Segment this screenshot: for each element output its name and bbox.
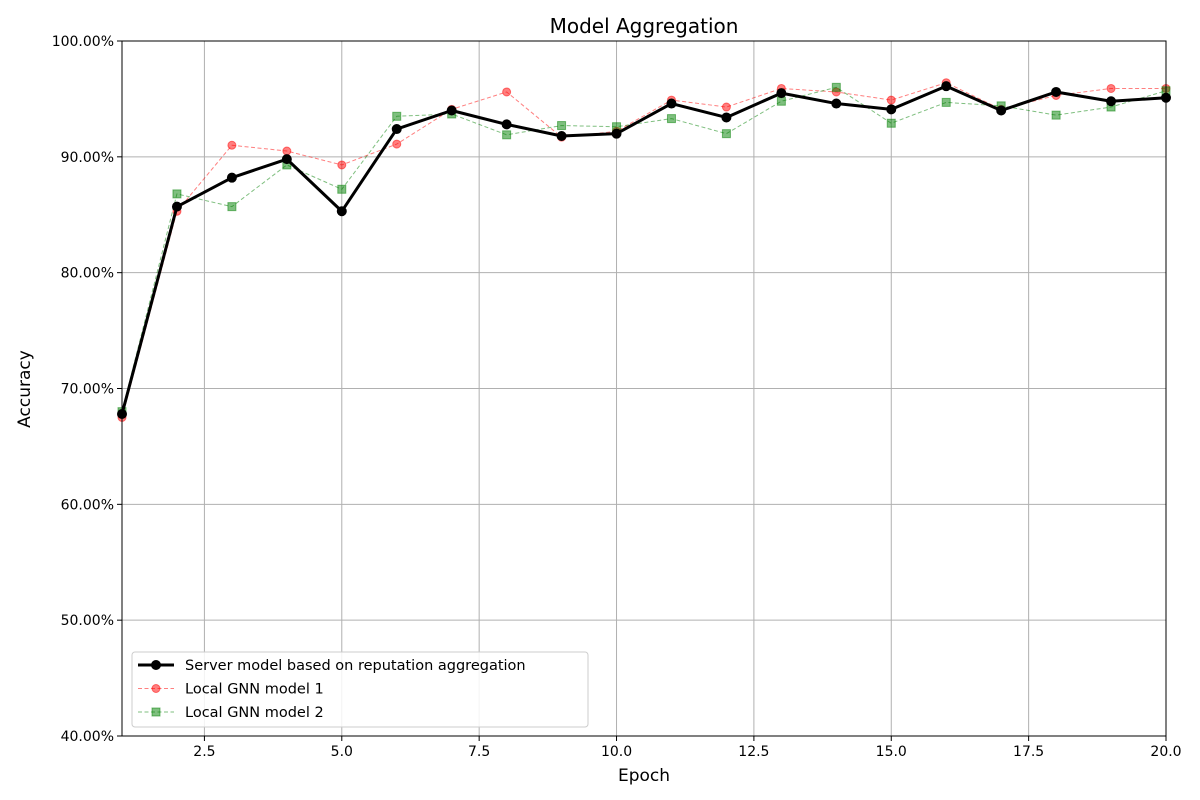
data-point [611,128,622,139]
series-group [117,78,1171,422]
x-tick-label: 12.5 [738,744,769,760]
legend-box [131,651,589,728]
data-point [172,189,182,199]
x-tick-label: 20.0 [1150,744,1181,760]
series-line [121,82,1166,418]
legend-item-1: Server model based on reputation aggrega… [138,658,526,674]
data-point [941,97,951,107]
data-point [501,119,512,130]
legend-item-3: Local GNN model 2 [138,705,324,721]
data-point [336,206,347,217]
data-point [281,154,292,165]
data-point [1051,110,1061,120]
x-tick-label: 5.0 [331,744,353,760]
data-point [721,102,731,112]
y-tick-label: 50.00% [61,613,114,629]
legend-label: Local GNN model 1 [185,682,324,698]
legend-label: Local GNN model 2 [185,705,324,721]
data-point [446,105,457,116]
data-point [831,82,841,92]
data-point [886,118,896,128]
data-point [721,112,732,123]
data-point [1106,96,1117,107]
data-point [776,96,786,106]
data-point [337,160,347,170]
x-tick-label: 2.5 [193,744,215,760]
data-point [171,201,182,212]
series-line [120,84,1167,415]
legend-marker [151,684,161,693]
legend: Server model based on reputation aggrega… [131,651,589,728]
y-tick-label: 80.00% [61,266,114,282]
y-tick-label: 60.00% [61,497,114,513]
data-point [886,95,896,105]
data-point [227,202,237,212]
series-2 [117,78,1171,422]
data-point [392,111,402,121]
series-1 [117,81,1171,419]
data-point [226,172,237,183]
data-point [666,114,676,124]
data-point [227,140,237,150]
series-3 [117,82,1171,417]
x-axis-label: Epoch [618,766,670,786]
data-point [776,88,787,99]
legend-item-2: Local GNN model 1 [138,682,324,698]
axis-ticks: 2.5 5.0 7.5 10.0 12.5 15.0 17.5 20.0 40.00% 50.00… [52,34,1182,760]
data-point [666,98,677,109]
y-tick-label: 70.00% [61,382,114,398]
data-point [502,130,512,140]
data-point [1051,86,1062,97]
x-tick-label: 15.0 [876,744,907,760]
x-tick-label: 17.5 [1013,744,1044,760]
x-tick-label: 7.5 [468,744,490,760]
data-point [941,81,952,92]
chart-title: Model Aggregation [550,14,739,38]
data-point [556,130,567,141]
data-point [886,104,897,115]
y-tick-label: 90.00% [61,150,114,166]
data-point [502,87,512,97]
legend-marker [151,660,161,670]
grid-lines [122,41,1166,736]
data-point [392,139,402,149]
y-tick-label: 100.00% [52,34,114,50]
legend-marker [151,707,161,717]
data-point [391,124,402,135]
data-point [282,146,292,156]
y-axis-label: Accuracy [15,350,35,428]
data-point [996,105,1007,116]
legend-label: Server model based on reputation aggrega… [185,658,526,674]
data-point [337,184,347,194]
series-line [121,86,1167,412]
data-point [1106,83,1116,93]
data-point [721,129,731,139]
x-tick-label: 10.0 [601,744,632,760]
data-point [557,121,567,131]
y-tick-label: 40.00% [61,729,114,745]
data-point [831,98,842,109]
